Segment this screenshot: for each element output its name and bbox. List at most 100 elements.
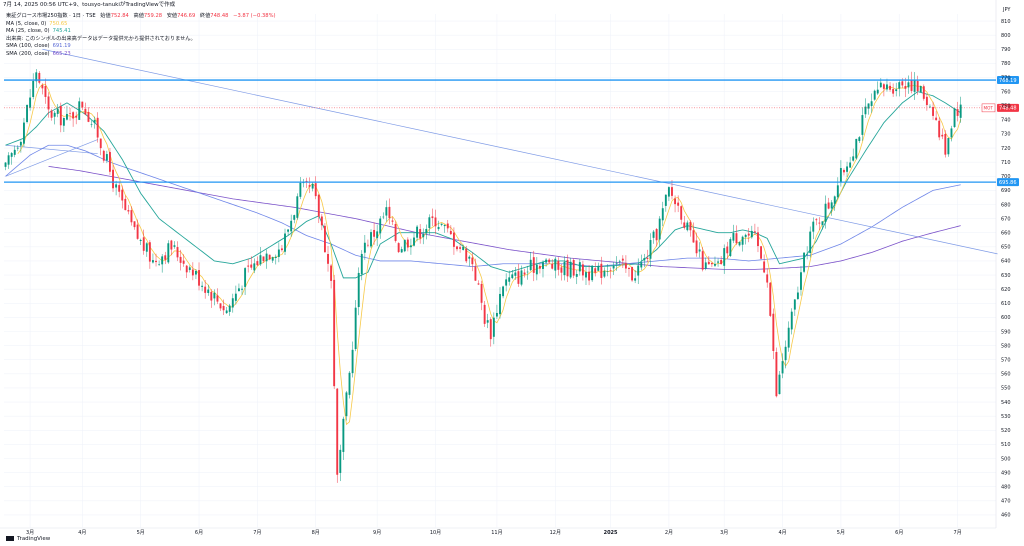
x-tick-label: 9月: [373, 530, 381, 536]
x-tick-label: 12月: [550, 530, 561, 536]
candle-body: [643, 258, 646, 261]
candle-body: [474, 266, 477, 281]
candle-body: [489, 319, 492, 340]
x-tick-label: 4月: [78, 530, 86, 536]
candle-body: [609, 270, 612, 271]
y-tick-label: 800: [1001, 33, 1011, 39]
candle-body: [213, 292, 216, 299]
candle-body: [757, 232, 759, 247]
candle-body: [23, 122, 25, 144]
candle-body: [139, 239, 142, 241]
y-tick-label: 630: [1001, 273, 1011, 279]
candle-body: [471, 257, 474, 265]
y-tick-label: 660: [1001, 231, 1011, 237]
candle-body: [336, 388, 339, 475]
candle-body: [867, 103, 870, 109]
candle-body: [548, 259, 551, 263]
candle-body: [142, 237, 145, 251]
indicator-ma5[interactable]: MA (5, close, 0) 750.65: [6, 21, 276, 29]
candle-body: [852, 156, 855, 161]
candle-body: [535, 264, 538, 275]
currency-label: JPY: [1002, 7, 1011, 13]
candle-body: [345, 392, 348, 417]
trendline: [5, 139, 98, 177]
candle-body: [419, 229, 422, 239]
indicator-ma25[interactable]: MA (25, close, 0) 745.41: [6, 28, 276, 36]
candle-body: [775, 352, 778, 397]
candle-body: [354, 307, 357, 350]
candle-body: [241, 288, 243, 290]
candle-body: [290, 220, 293, 232]
symbol-name[interactable]: 東証グロース市場250指数 · 1日 · TSE: [6, 13, 96, 19]
candle-body: [357, 272, 360, 308]
candle-body: [256, 261, 259, 266]
candle-body: [621, 258, 624, 261]
sma100-label: SMA (100, close): [6, 43, 50, 50]
candle-body: [763, 261, 766, 273]
candle-body: [360, 253, 363, 275]
candle-body: [456, 246, 458, 250]
indicator-sma200[interactable]: SMA (200, close) 665.23: [6, 51, 276, 59]
candle-body: [480, 283, 483, 303]
candle-body: [545, 259, 548, 263]
ma25-line: [5, 91, 961, 279]
candle-body: [529, 259, 532, 271]
candle-body: [784, 346, 787, 361]
candle-body: [164, 255, 167, 260]
candle-body: [492, 317, 495, 337]
candle-body: [99, 138, 102, 149]
candle-body: [886, 84, 888, 90]
last-price-symbol-tag: [981, 103, 996, 113]
y-tick-label: 690: [1001, 188, 1011, 194]
candle-body: [953, 108, 956, 127]
candle-body: [726, 246, 729, 254]
candle-body: [204, 286, 207, 293]
candle-body: [929, 106, 931, 108]
candle-body: [753, 231, 756, 233]
candle-body: [428, 217, 431, 229]
candle-body: [198, 270, 200, 286]
candle-body: [517, 271, 520, 284]
candle-body: [72, 112, 75, 119]
candle-body: [827, 202, 830, 209]
candle-body: [901, 81, 904, 86]
candle-body: [855, 138, 858, 159]
trendline: [42, 48, 998, 255]
brand-name: TradingView: [17, 536, 51, 542]
candle-body: [167, 243, 170, 263]
candle-body: [452, 232, 455, 247]
candle-body: [741, 236, 744, 245]
candle-body: [680, 206, 683, 220]
candle-body: [188, 267, 191, 270]
candle-body: [62, 118, 65, 126]
candle-body: [631, 266, 634, 281]
candle-body: [250, 264, 253, 268]
close-value: 748.48: [210, 13, 229, 19]
candle-body: [219, 303, 222, 309]
indicator-sma100[interactable]: SMA (100, close) 691.19: [6, 43, 276, 51]
legend: 東証グロース市場250指数 · 1日 · TSE 始値752.84 高値759.…: [6, 13, 276, 59]
candle-body: [569, 261, 572, 278]
y-tick-label: 750: [1001, 104, 1011, 110]
candle-body: [265, 253, 268, 262]
y-tick-label: 470: [1001, 499, 1011, 505]
candle-body: [133, 221, 136, 228]
candle-body: [612, 265, 615, 269]
x-tick-label: 2月: [665, 530, 673, 536]
candle-body: [425, 228, 428, 234]
candle-body: [864, 106, 867, 115]
candle-body: [293, 215, 296, 220]
y-tick-label: 740: [1001, 118, 1011, 124]
candle-body: [238, 288, 240, 292]
tradingview-footer[interactable]: TradingView: [6, 536, 50, 542]
candle-body: [744, 234, 747, 237]
candle-body: [655, 229, 658, 241]
candle-body: [508, 277, 511, 282]
candle-body: [437, 226, 440, 230]
indicator-volume[interactable]: 出来高: このシンボルの出来高データはデータ提供元から提供されておりません。: [6, 36, 276, 44]
candle-body: [664, 194, 667, 206]
candle-body: [348, 372, 351, 395]
x-tick-label: 3月: [720, 530, 728, 536]
candle-body: [385, 207, 388, 216]
